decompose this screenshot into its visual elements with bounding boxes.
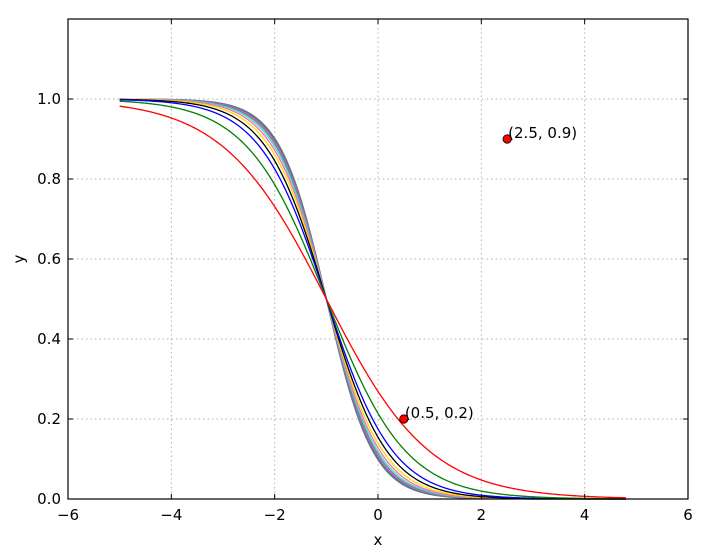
x-tick-label: −2 [264, 506, 286, 524]
x-axis-label: x [374, 531, 383, 549]
x-tick-label: 2 [477, 506, 487, 524]
y-tick-label: 1.0 [37, 90, 61, 108]
series-group [119, 98, 627, 500]
ticks-group: −6 −4 −2 0 2 4 6 0.0 0.2 0.4 0.6 0.8 1.0 [37, 19, 693, 524]
x-tick-label: 0 [373, 506, 383, 524]
y-axis-label: y [10, 254, 28, 263]
annotation-label: (2.5, 0.9) [508, 124, 577, 142]
y-tick-label: 0.6 [37, 250, 61, 268]
x-tick-label: 6 [683, 506, 693, 524]
x-tick-label: −6 [57, 506, 79, 524]
x-tick-label: −4 [160, 506, 182, 524]
x-tick-label: 4 [580, 506, 590, 524]
series-line-1 [119, 105, 627, 499]
y-tick-label: 0.2 [37, 410, 61, 428]
annotation-point [502, 134, 512, 144]
y-tick-label: 0.4 [37, 330, 61, 348]
series-line-2 [119, 100, 627, 500]
annotation-label: (0.5, 0.2) [405, 404, 474, 422]
y-tick-label: 0.0 [37, 490, 61, 508]
series-line-3 [119, 99, 626, 500]
y-tick-label: 0.8 [37, 170, 61, 188]
annotations-group: (0.5, 0.2) (2.5, 0.9) [399, 124, 577, 424]
series-line-6 [119, 98, 626, 500]
grid [68, 19, 688, 499]
annotation-point [399, 414, 409, 424]
